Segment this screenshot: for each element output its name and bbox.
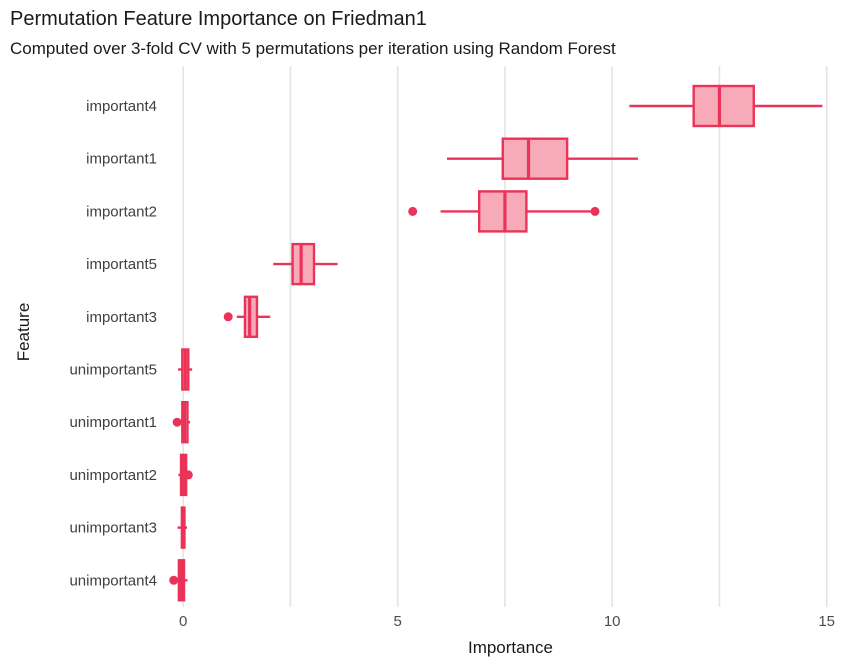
- x-axis-title: Importance: [467, 638, 554, 657]
- box-important4: [692, 84, 755, 128]
- y-category-label-important4: important4: [86, 98, 157, 115]
- y-category-label-important1: important1: [86, 151, 157, 168]
- outlier-dot-unimportant1: [172, 417, 182, 427]
- y-category-label-important5: important5: [86, 256, 157, 273]
- y-category-label-important3: important3: [86, 309, 157, 326]
- y-category-label-unimportant4: unimportant4: [69, 572, 157, 589]
- x-tick-label: 10: [604, 613, 621, 630]
- box-important5: [291, 242, 316, 286]
- y-category-label-unimportant1: unimportant1: [69, 414, 157, 431]
- y-category-label-unimportant5: unimportant5: [69, 362, 157, 379]
- y-category-label-important2: important2: [86, 203, 157, 220]
- outlier-dot-important2: [408, 206, 418, 216]
- box-important2: [477, 190, 528, 233]
- outlier-dot-unimportant2: [183, 470, 193, 480]
- outlier-dot-important2: [590, 206, 600, 216]
- chart-title: Permutation Feature Importance on Friedm…: [10, 8, 427, 30]
- y-category-label-unimportant2: unimportant2: [69, 467, 157, 484]
- x-tick-label: 5: [393, 613, 401, 630]
- box-important1: [501, 137, 569, 180]
- y-category-label-unimportant3: unimportant3: [69, 520, 157, 537]
- outlier-dot-unimportant4: [169, 575, 179, 585]
- outlier-dot-important3: [223, 312, 233, 322]
- x-tick-label: 0: [179, 613, 187, 630]
- x-tick-label: 15: [818, 613, 835, 630]
- y-axis-title: Feature: [14, 302, 33, 362]
- chart-subtitle: Computed over 3-fold CV with 5 permutati…: [10, 39, 616, 58]
